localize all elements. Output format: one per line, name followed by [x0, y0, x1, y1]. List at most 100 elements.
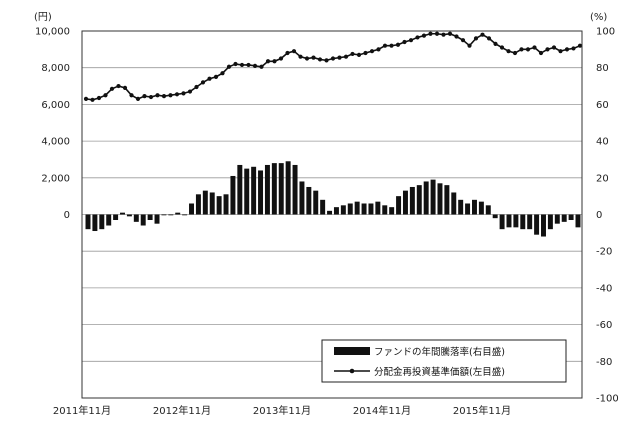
bar	[568, 214, 574, 221]
bar	[133, 214, 139, 222]
x-tick-label: 2015年11月	[453, 404, 511, 417]
bar	[347, 203, 353, 215]
legend: ファンドの年間騰落率(右目盛) 分配金再投資基準価額(左目盛)	[321, 339, 567, 383]
line-point	[467, 43, 472, 48]
bar	[547, 214, 553, 230]
x-tick-label: 2012年11月	[153, 404, 211, 417]
bar	[244, 168, 250, 215]
line-point	[194, 84, 199, 90]
line-point	[447, 31, 453, 36]
line-point	[330, 56, 336, 61]
line-point	[402, 39, 407, 45]
line-point	[415, 35, 420, 40]
left-axis: 10,000 8,000 6,000 4,000 2,000 0	[35, 27, 70, 222]
left-tick-label: 0	[64, 210, 70, 221]
line-point	[493, 41, 498, 46]
line-point	[441, 32, 446, 37]
bar	[437, 183, 443, 215]
line-point	[272, 59, 277, 64]
right-tick-label: 60	[596, 100, 609, 111]
line-point	[538, 50, 544, 56]
bar	[258, 170, 264, 215]
line-point	[285, 50, 290, 56]
bar	[402, 190, 408, 215]
line-point	[187, 89, 193, 94]
bar	[285, 161, 291, 215]
bar	[485, 205, 491, 215]
line-point	[226, 64, 232, 69]
bar	[292, 164, 298, 215]
bar	[451, 192, 457, 215]
line-point	[213, 74, 219, 79]
line-point	[246, 62, 251, 68]
bar	[126, 214, 132, 217]
left-tick-label: 8,000	[41, 63, 70, 74]
bar	[458, 199, 464, 215]
x-tick-label: 2011年11月	[53, 404, 111, 417]
legend-line-marker	[349, 368, 355, 374]
bar	[541, 214, 546, 237]
line-point	[200, 80, 206, 85]
legend-line-label: 分配金再投資基準価額(左目盛)	[374, 366, 505, 378]
line-point	[311, 55, 316, 60]
line-point	[337, 55, 342, 60]
bar	[237, 164, 243, 215]
bar	[92, 214, 98, 232]
bar	[320, 199, 326, 215]
line-point	[109, 86, 115, 91]
line-point	[304, 56, 310, 61]
right-tick-label: 100	[596, 27, 615, 38]
line-point	[239, 62, 245, 68]
bar	[230, 175, 236, 215]
line-point	[181, 91, 186, 96]
line-point	[382, 43, 388, 48]
right-tick-label: 0	[596, 210, 602, 221]
right-tick-label: -100	[596, 394, 619, 405]
line-point	[551, 45, 557, 50]
line-point	[369, 49, 375, 54]
bar	[271, 163, 277, 215]
line-point	[148, 94, 154, 100]
bar	[99, 214, 105, 230]
line-point	[454, 34, 459, 39]
bar	[120, 212, 125, 215]
line-point	[519, 47, 524, 52]
line-point	[512, 50, 518, 56]
line-point	[486, 36, 492, 41]
left-tick-label: 2,000	[41, 173, 70, 184]
bar	[189, 203, 195, 215]
legend-bar-swatch	[334, 347, 370, 355]
right-tick-label: -40	[596, 283, 612, 294]
bar	[278, 163, 284, 215]
bar	[423, 181, 429, 215]
line-point	[298, 54, 303, 59]
bar	[499, 214, 505, 230]
line-point	[460, 38, 466, 43]
line-point	[350, 51, 355, 57]
bar	[154, 214, 160, 224]
line-point	[525, 47, 531, 52]
line-point	[389, 43, 394, 48]
bar	[333, 207, 339, 215]
bar	[182, 214, 188, 216]
line-point	[129, 93, 134, 98]
line-series	[83, 31, 583, 102]
bar	[306, 186, 312, 215]
line-point	[161, 94, 167, 99]
bar	[575, 214, 581, 228]
bar	[175, 212, 181, 215]
bar	[444, 185, 450, 215]
x-tick-label: 2013年11月	[253, 404, 311, 417]
right-axis-unit: (%)	[590, 12, 607, 23]
line-point	[122, 85, 128, 90]
line-point	[532, 45, 537, 50]
line-point	[376, 47, 381, 52]
bar	[202, 190, 208, 215]
left-tick-label: 6,000	[41, 100, 70, 111]
line-point	[317, 57, 323, 62]
line-point	[103, 93, 108, 98]
bar	[209, 192, 215, 215]
bar	[299, 181, 305, 215]
line-point	[259, 64, 264, 69]
bar	[506, 214, 512, 228]
